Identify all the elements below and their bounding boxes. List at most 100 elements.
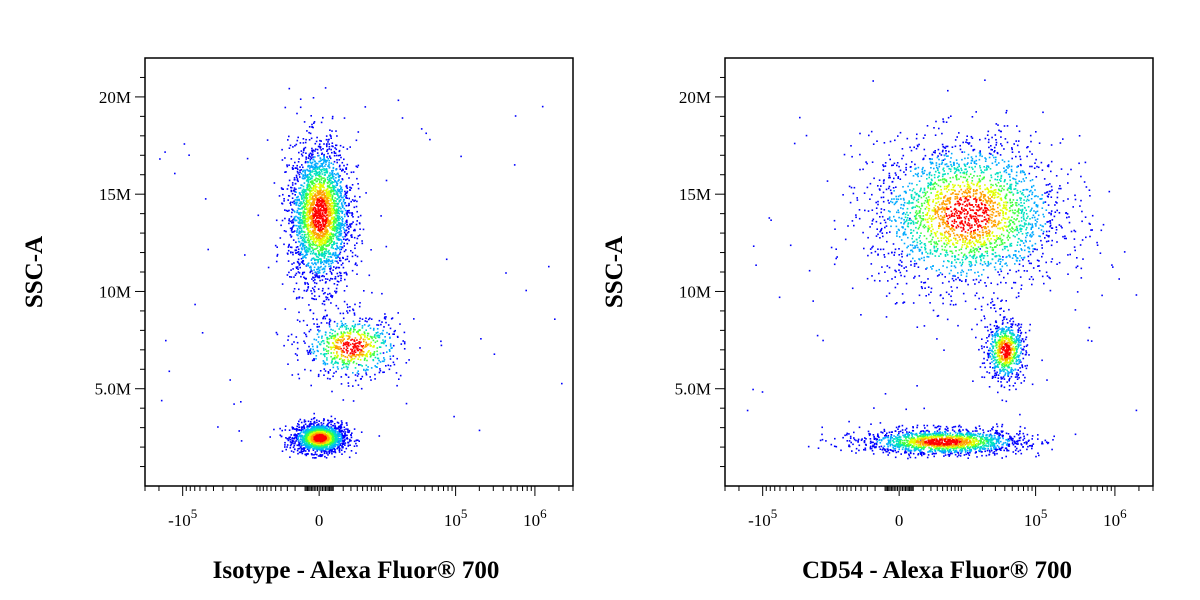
data-point <box>331 117 334 120</box>
data-point <box>337 203 340 205</box>
data-point <box>306 221 308 223</box>
data-point <box>315 255 318 258</box>
data-point <box>351 325 354 327</box>
data-point <box>313 295 316 297</box>
data-point <box>369 345 372 347</box>
data-point <box>290 246 293 249</box>
data-point <box>332 329 334 331</box>
data-point <box>299 214 302 216</box>
data-point <box>336 227 338 230</box>
data-point <box>301 262 304 264</box>
data-point <box>302 210 305 212</box>
data-point <box>311 175 314 178</box>
data-point <box>318 201 320 204</box>
data-point <box>296 231 298 234</box>
data-point <box>350 234 352 237</box>
data-point <box>337 266 340 269</box>
data-point <box>309 177 312 180</box>
data-point <box>301 155 304 157</box>
data-point <box>325 169 327 172</box>
data-point <box>331 225 334 228</box>
data-point <box>341 364 344 366</box>
data-point <box>336 254 339 257</box>
data-point <box>315 236 317 238</box>
data-point <box>307 157 310 159</box>
data-point <box>301 164 303 166</box>
data-point <box>331 244 333 246</box>
data-point <box>315 298 317 301</box>
data-point <box>340 427 342 429</box>
data-point <box>307 169 309 172</box>
data-point <box>331 439 333 441</box>
data-point <box>302 447 305 449</box>
data-point <box>320 322 323 324</box>
data-point <box>329 191 332 193</box>
data-point <box>344 193 346 196</box>
data-point <box>291 182 294 184</box>
data-point <box>329 234 332 236</box>
data-point <box>330 204 333 207</box>
data-point <box>319 172 321 174</box>
data-point <box>354 263 357 266</box>
data-point <box>238 430 240 432</box>
data-point <box>370 341 372 344</box>
data-point <box>313 234 316 236</box>
data-point <box>314 187 317 189</box>
data-point <box>324 254 326 257</box>
data-point <box>358 333 361 336</box>
data-point <box>341 453 343 455</box>
data-point <box>301 273 304 276</box>
data-point <box>296 201 298 203</box>
data-point <box>332 178 335 180</box>
data-point <box>317 232 319 235</box>
data-point <box>318 143 321 145</box>
data-point <box>328 436 330 438</box>
data-point <box>358 356 361 358</box>
data-point <box>303 238 306 241</box>
data-point <box>331 332 334 335</box>
data-point <box>308 185 310 188</box>
data-point <box>286 444 289 446</box>
data-point <box>390 318 393 320</box>
data-point <box>310 192 313 195</box>
data-point <box>305 290 308 292</box>
data-point <box>332 167 335 169</box>
data-point <box>349 226 352 228</box>
data-point <box>291 426 294 428</box>
data-point <box>354 345 356 348</box>
data-point <box>291 201 294 204</box>
data-point <box>324 252 327 255</box>
data-point <box>314 168 316 170</box>
data-point <box>365 368 368 371</box>
data-point <box>344 278 346 281</box>
data-point <box>328 242 331 245</box>
data-point <box>288 429 291 431</box>
data-point <box>294 219 297 222</box>
data-point <box>329 235 331 238</box>
data-point <box>336 182 338 184</box>
data-point <box>315 240 318 242</box>
data-point <box>296 164 298 167</box>
data-point <box>303 271 306 274</box>
data-point <box>324 171 327 174</box>
data-point <box>305 225 308 227</box>
data-point <box>320 422 323 424</box>
data-point <box>316 152 319 154</box>
data-point <box>337 190 339 193</box>
data-point <box>305 226 307 228</box>
data-point <box>257 214 260 217</box>
data-point <box>480 338 482 340</box>
data-point <box>303 190 306 193</box>
data-point <box>290 235 293 238</box>
data-point <box>357 332 359 335</box>
data-point <box>327 439 329 441</box>
data-point <box>314 224 317 227</box>
data-point <box>294 144 296 147</box>
data-point <box>320 237 322 240</box>
data-point <box>304 283 306 285</box>
data-point <box>326 192 328 194</box>
data-point <box>336 216 339 219</box>
data-point <box>385 365 387 367</box>
data-point <box>318 426 321 428</box>
data-point <box>294 224 296 227</box>
